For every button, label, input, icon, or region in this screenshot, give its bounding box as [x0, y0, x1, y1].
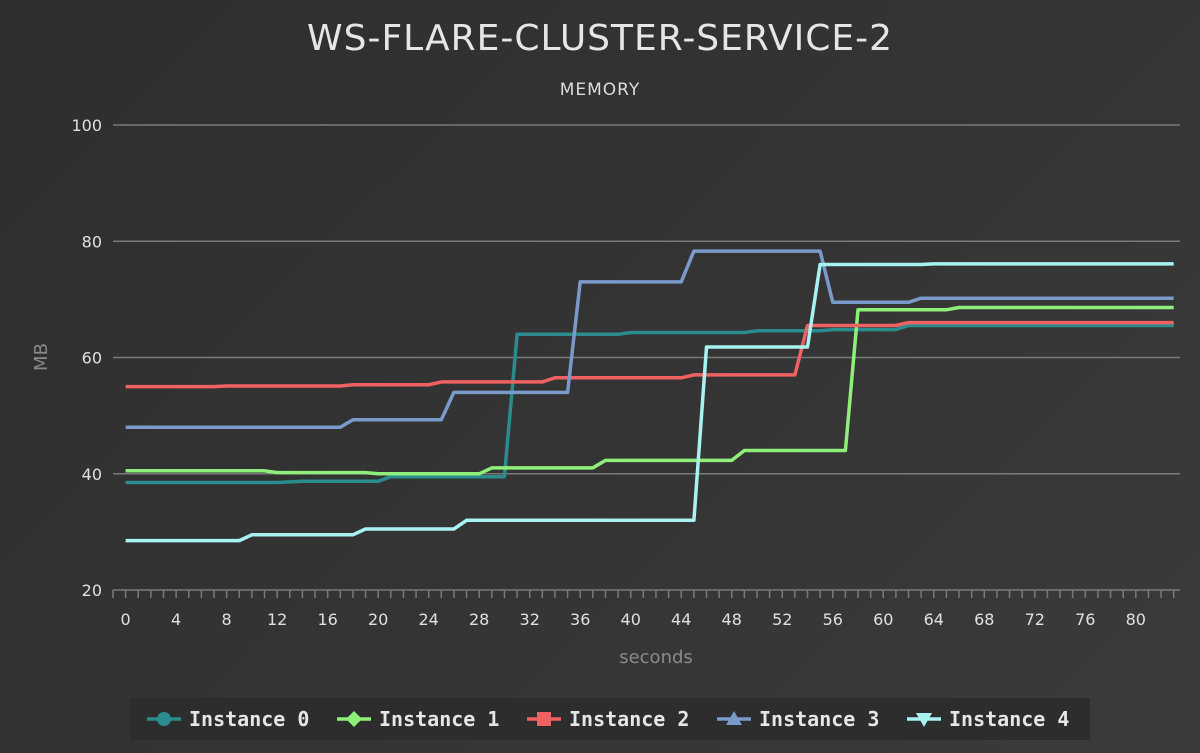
y-tick-label: 80 [82, 232, 102, 251]
x-tick-label: 8 [222, 610, 232, 629]
x-tick-label: 60 [873, 610, 893, 629]
legend-label-instance-1[interactable]: Instance 1 [379, 707, 499, 731]
x-tick-label: 40 [621, 610, 641, 629]
x-tick-label: 28 [469, 610, 489, 629]
x-tick-label: 20 [368, 610, 388, 629]
series-line-instance-0 [125, 323, 1174, 485]
legend-marker-instance-3 [726, 711, 742, 725]
x-tick-label: 44 [671, 610, 691, 629]
legend: Instance 0 Instance 1 Instance 2 Instance 3… [147, 707, 1069, 731]
legend-marker-instance-1 [346, 711, 362, 727]
legend-label-instance-0[interactable]: Instance 0 [189, 707, 309, 731]
x-tick-label: 72 [1025, 610, 1045, 629]
x-tick-label: 80 [1126, 610, 1146, 629]
y-tick-label: 60 [82, 349, 102, 368]
y-tick-label: 40 [82, 465, 102, 484]
x-tick-label: 56 [823, 610, 843, 629]
series-line-instance-1 [125, 305, 1174, 476]
series [125, 249, 1174, 543]
chart-title: WS-FLARE-CLUSTER-SERVICE-2 [307, 18, 893, 59]
x-axis-label: seconds [619, 647, 693, 668]
legend-label-instance-2[interactable]: Instance 2 [569, 707, 689, 731]
y-axis-label: MB [31, 343, 52, 371]
y-tick-label: 100 [71, 116, 102, 135]
legend-label-instance-4[interactable]: Instance 4 [949, 707, 1069, 731]
x-tick-label: 12 [267, 610, 287, 629]
x-tick-label: 68 [974, 610, 994, 629]
y-axis-ticks: 20 40 60 80 100 [71, 116, 102, 600]
x-tick-label: 16 [317, 610, 337, 629]
x-tick-label: 64 [924, 610, 944, 629]
x-tick-label: 36 [570, 610, 590, 629]
x-tick-label: 76 [1075, 610, 1095, 629]
legend-marker-instance-2 [537, 712, 551, 726]
legend-marker-instance-4 [916, 713, 932, 727]
x-tick-label: 32 [520, 610, 540, 629]
x-axis-ticks: 0 4 8 12 16 20 24 28 32 36 40 44 48 52 56 60 64 68 72 76 80 [112, 590, 1175, 629]
y-tick-label: 20 [82, 581, 102, 600]
series-line-instance-2 [125, 320, 1174, 389]
x-tick-label: 52 [772, 610, 792, 629]
x-tick-label: 48 [722, 610, 742, 629]
x-tick-label: 24 [419, 610, 439, 629]
legend-label-instance-3[interactable]: Instance 3 [759, 707, 879, 731]
x-tick-label: 0 [121, 610, 131, 629]
series-line-instance-4 [125, 262, 1174, 543]
x-tick-label: 4 [171, 610, 181, 629]
chart-subtitle: MEMORY [560, 80, 641, 100]
legend-marker-instance-0 [157, 712, 171, 726]
series-line-instance-3 [125, 249, 1174, 430]
